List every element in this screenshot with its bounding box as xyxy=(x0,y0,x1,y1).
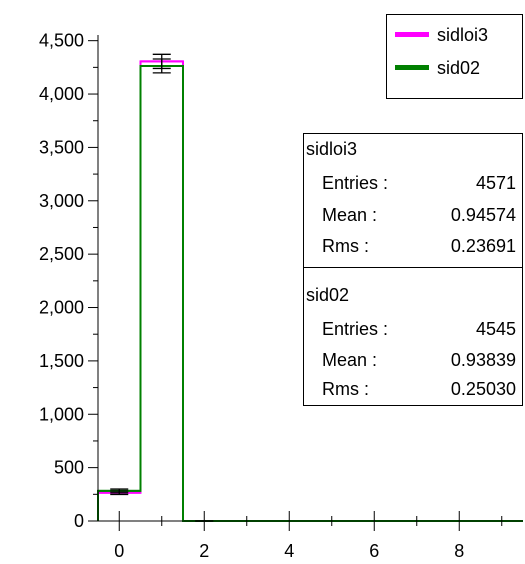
legend-label: sid02 xyxy=(437,56,480,80)
y-tick-label: 0 xyxy=(74,511,84,531)
error-bars xyxy=(110,54,213,521)
stats-title: sid02 xyxy=(306,283,349,307)
stats-label: Entries : xyxy=(322,315,388,343)
stats-value: 0.93839 xyxy=(451,346,516,374)
stats-box-sid02: sid02 Entries : 4545 Mean : 0.93839 Rms … xyxy=(303,267,523,406)
legend-label: sidloi3 xyxy=(437,23,488,47)
y-tick-label: 1,500 xyxy=(39,351,84,371)
x-tick-label: 4 xyxy=(284,541,294,561)
stats-value: 4545 xyxy=(476,315,516,343)
x-tick-label: 2 xyxy=(199,541,209,561)
stats-value: 0.23691 xyxy=(451,232,516,260)
x-tick-label: 8 xyxy=(454,541,464,561)
x-axis-ticks: 0 2 4 6 8 xyxy=(114,511,502,561)
y-tick-label: 1,000 xyxy=(39,404,84,424)
stats-mean: Mean : 0.93839 xyxy=(322,346,516,374)
stats-rms: Rms : 0.23691 xyxy=(322,232,516,260)
y-axis-ticks: 0 500 1,000 1,500 2,000 2,500 3,000 3,500 4,000 4… xyxy=(39,31,98,531)
stats-rms: Rms : 0.25030 xyxy=(322,375,516,403)
stats-value: 0.94574 xyxy=(451,201,516,229)
stats-value: 0.25030 xyxy=(451,375,516,403)
stats-label: Mean : xyxy=(322,201,377,229)
y-tick-label: 2,000 xyxy=(39,298,84,318)
stats-label: Entries : xyxy=(322,169,388,197)
stats-label: Rms : xyxy=(322,375,369,403)
stats-entries: Entries : 4545 xyxy=(322,315,516,343)
stats-entries: Entries : 4571 xyxy=(322,169,516,197)
stats-title: sidloi3 xyxy=(306,137,357,161)
y-tick-label: 3,000 xyxy=(39,191,84,211)
x-tick-label: 0 xyxy=(114,541,124,561)
legend: sidloi3 sid02 xyxy=(386,14,523,99)
y-tick-label: 2,500 xyxy=(39,244,84,264)
x-tick-label: 6 xyxy=(369,541,379,561)
stats-box-sidloi3: sidloi3 Entries : 4571 Mean : 0.94574 Rm… xyxy=(303,133,523,268)
stats-value: 4571 xyxy=(476,169,516,197)
y-tick-label: 500 xyxy=(54,458,84,478)
stats-mean: Mean : 0.94574 xyxy=(322,201,516,229)
stats-label: Rms : xyxy=(322,232,369,260)
legend-swatch-sidloi3 xyxy=(395,32,429,37)
legend-swatch-sid02 xyxy=(395,65,429,70)
y-tick-label: 4,000 xyxy=(39,84,84,104)
y-tick-label: 4,500 xyxy=(39,31,84,51)
y-tick-label: 3,500 xyxy=(39,137,84,157)
stats-label: Mean : xyxy=(322,346,377,374)
